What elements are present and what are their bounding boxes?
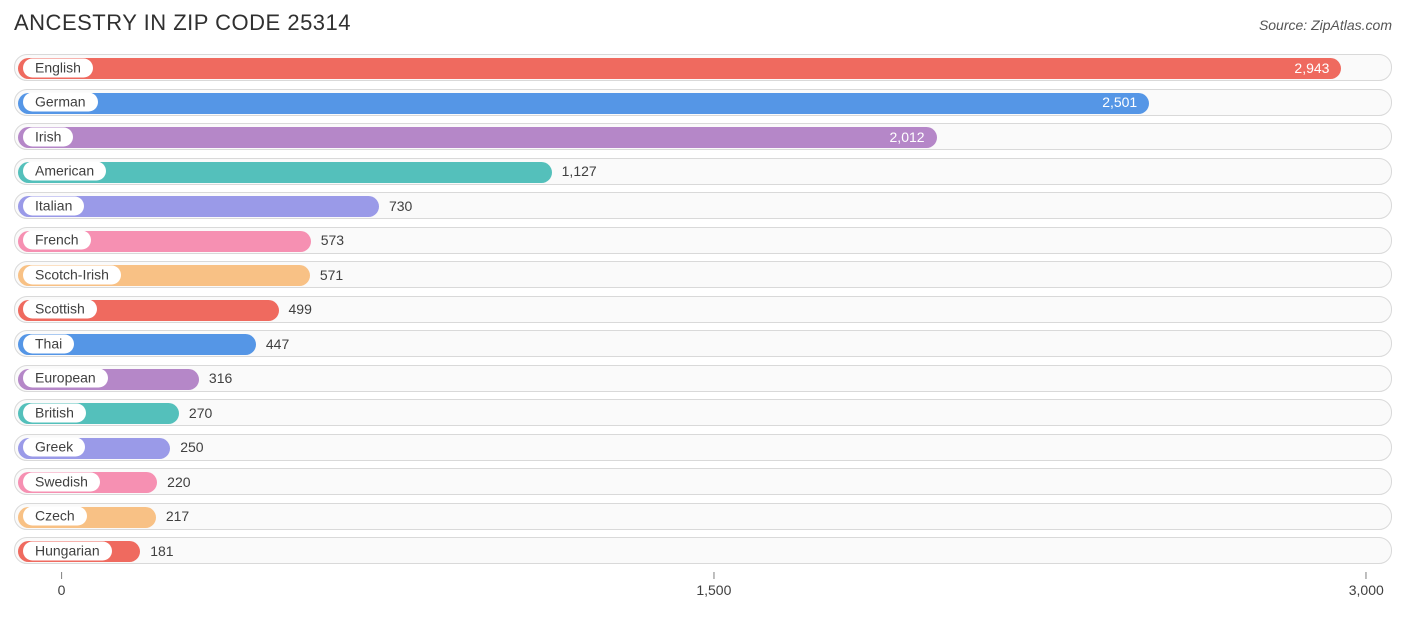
bar xyxy=(18,93,1149,114)
category-pill: Scottish xyxy=(23,300,97,319)
bar-row: American 1,127 xyxy=(14,158,1392,185)
bar xyxy=(18,127,937,148)
category-pill: Scotch-Irish xyxy=(23,265,121,284)
tick-label: 0 xyxy=(58,582,66,598)
category-pill: Greek xyxy=(23,438,85,457)
value-label: 220 xyxy=(167,474,190,490)
bar-row: British 270 xyxy=(14,399,1392,426)
tick-mark xyxy=(61,572,62,579)
bar-row: Irish 2,012 xyxy=(14,123,1392,150)
bar xyxy=(18,58,1341,79)
category-pill: Hungarian xyxy=(23,541,112,560)
value-label: 316 xyxy=(209,370,232,386)
bar-row: French 573 xyxy=(14,227,1392,254)
bar-row: Italian 730 xyxy=(14,192,1392,219)
axis-tick: 3,000 xyxy=(1349,572,1384,598)
value-label: 250 xyxy=(180,439,203,455)
value-label: 571 xyxy=(320,267,343,283)
bar-row: Greek 250 xyxy=(14,434,1392,461)
value-label: 2,012 xyxy=(890,129,925,145)
axis-tick: 1,500 xyxy=(696,572,731,598)
category-pill: Irish xyxy=(23,127,73,146)
category-pill: Italian xyxy=(23,196,84,215)
category-pill: European xyxy=(23,369,108,388)
bar-row: Hungarian 181 xyxy=(14,537,1392,564)
category-pill: English xyxy=(23,58,93,77)
category-pill: German xyxy=(23,93,98,112)
chart-title: ANCESTRY IN ZIP CODE 25314 xyxy=(14,10,351,36)
bar-row: Scottish 499 xyxy=(14,296,1392,323)
value-label: 447 xyxy=(266,336,289,352)
value-label: 499 xyxy=(289,301,312,317)
value-label: 181 xyxy=(150,543,173,559)
value-label: 2,943 xyxy=(1294,60,1329,76)
category-pill: Czech xyxy=(23,507,87,526)
axis-tick: 0 xyxy=(58,572,66,598)
category-pill: American xyxy=(23,162,106,181)
value-label: 270 xyxy=(189,405,212,421)
bar-row: Swedish 220 xyxy=(14,468,1392,495)
bar-row: Czech 217 xyxy=(14,503,1392,530)
header: ANCESTRY IN ZIP CODE 25314 Source: ZipAt… xyxy=(14,10,1392,36)
tick-label: 3,000 xyxy=(1349,582,1384,598)
chart-source: Source: ZipAtlas.com xyxy=(1259,17,1392,33)
bar-row: Scotch-Irish 571 xyxy=(14,261,1392,288)
tick-label: 1,500 xyxy=(696,582,731,598)
category-pill: Swedish xyxy=(23,472,100,491)
x-axis: 0 1,500 3,000 xyxy=(14,572,1392,600)
category-pill: British xyxy=(23,403,86,422)
value-label: 573 xyxy=(321,232,344,248)
bar-row: Thai 447 xyxy=(14,330,1392,357)
value-label: 2,501 xyxy=(1102,94,1137,110)
bar-chart: English 2,943 German 2,501 Irish 2,012 America… xyxy=(14,54,1392,564)
category-pill: Thai xyxy=(23,334,74,353)
value-label: 1,127 xyxy=(562,163,597,179)
value-label: 730 xyxy=(389,198,412,214)
tick-mark xyxy=(1366,572,1367,579)
bar-row: English 2,943 xyxy=(14,54,1392,81)
tick-mark xyxy=(713,572,714,579)
bar-row: European 316 xyxy=(14,365,1392,392)
bar-row: German 2,501 xyxy=(14,89,1392,116)
value-label: 217 xyxy=(166,508,189,524)
category-pill: French xyxy=(23,231,91,250)
